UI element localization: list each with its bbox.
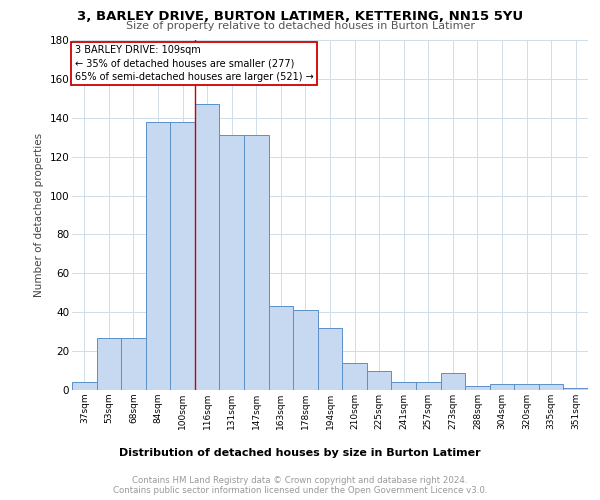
Bar	[490, 384, 514, 390]
Text: Size of property relative to detached houses in Burton Latimer: Size of property relative to detached ho…	[125, 21, 475, 31]
Text: Contains HM Land Registry data © Crown copyright and database right 2024.: Contains HM Land Registry data © Crown c…	[132, 476, 468, 485]
Bar	[97, 338, 121, 390]
Bar	[121, 338, 146, 390]
Bar	[440, 372, 465, 390]
Text: 3 BARLEY DRIVE: 109sqm
← 35% of detached houses are smaller (277)
65% of semi-de: 3 BARLEY DRIVE: 109sqm ← 35% of detached…	[74, 46, 313, 82]
Bar	[391, 382, 416, 390]
Bar	[465, 386, 490, 390]
Bar	[342, 363, 367, 390]
Y-axis label: Number of detached properties: Number of detached properties	[34, 133, 44, 297]
Bar	[367, 370, 391, 390]
Text: Contains public sector information licensed under the Open Government Licence v3: Contains public sector information licen…	[113, 486, 487, 495]
Bar	[269, 306, 293, 390]
Bar	[416, 382, 440, 390]
Bar	[244, 136, 269, 390]
Bar	[318, 328, 342, 390]
Bar	[195, 104, 220, 390]
Bar	[146, 122, 170, 390]
Bar	[563, 388, 588, 390]
Bar	[170, 122, 195, 390]
Text: 3, BARLEY DRIVE, BURTON LATIMER, KETTERING, NN15 5YU: 3, BARLEY DRIVE, BURTON LATIMER, KETTERI…	[77, 10, 523, 23]
Bar	[539, 384, 563, 390]
Bar	[293, 310, 318, 390]
Bar	[72, 382, 97, 390]
Text: Distribution of detached houses by size in Burton Latimer: Distribution of detached houses by size …	[119, 448, 481, 458]
Bar	[220, 136, 244, 390]
Bar	[514, 384, 539, 390]
